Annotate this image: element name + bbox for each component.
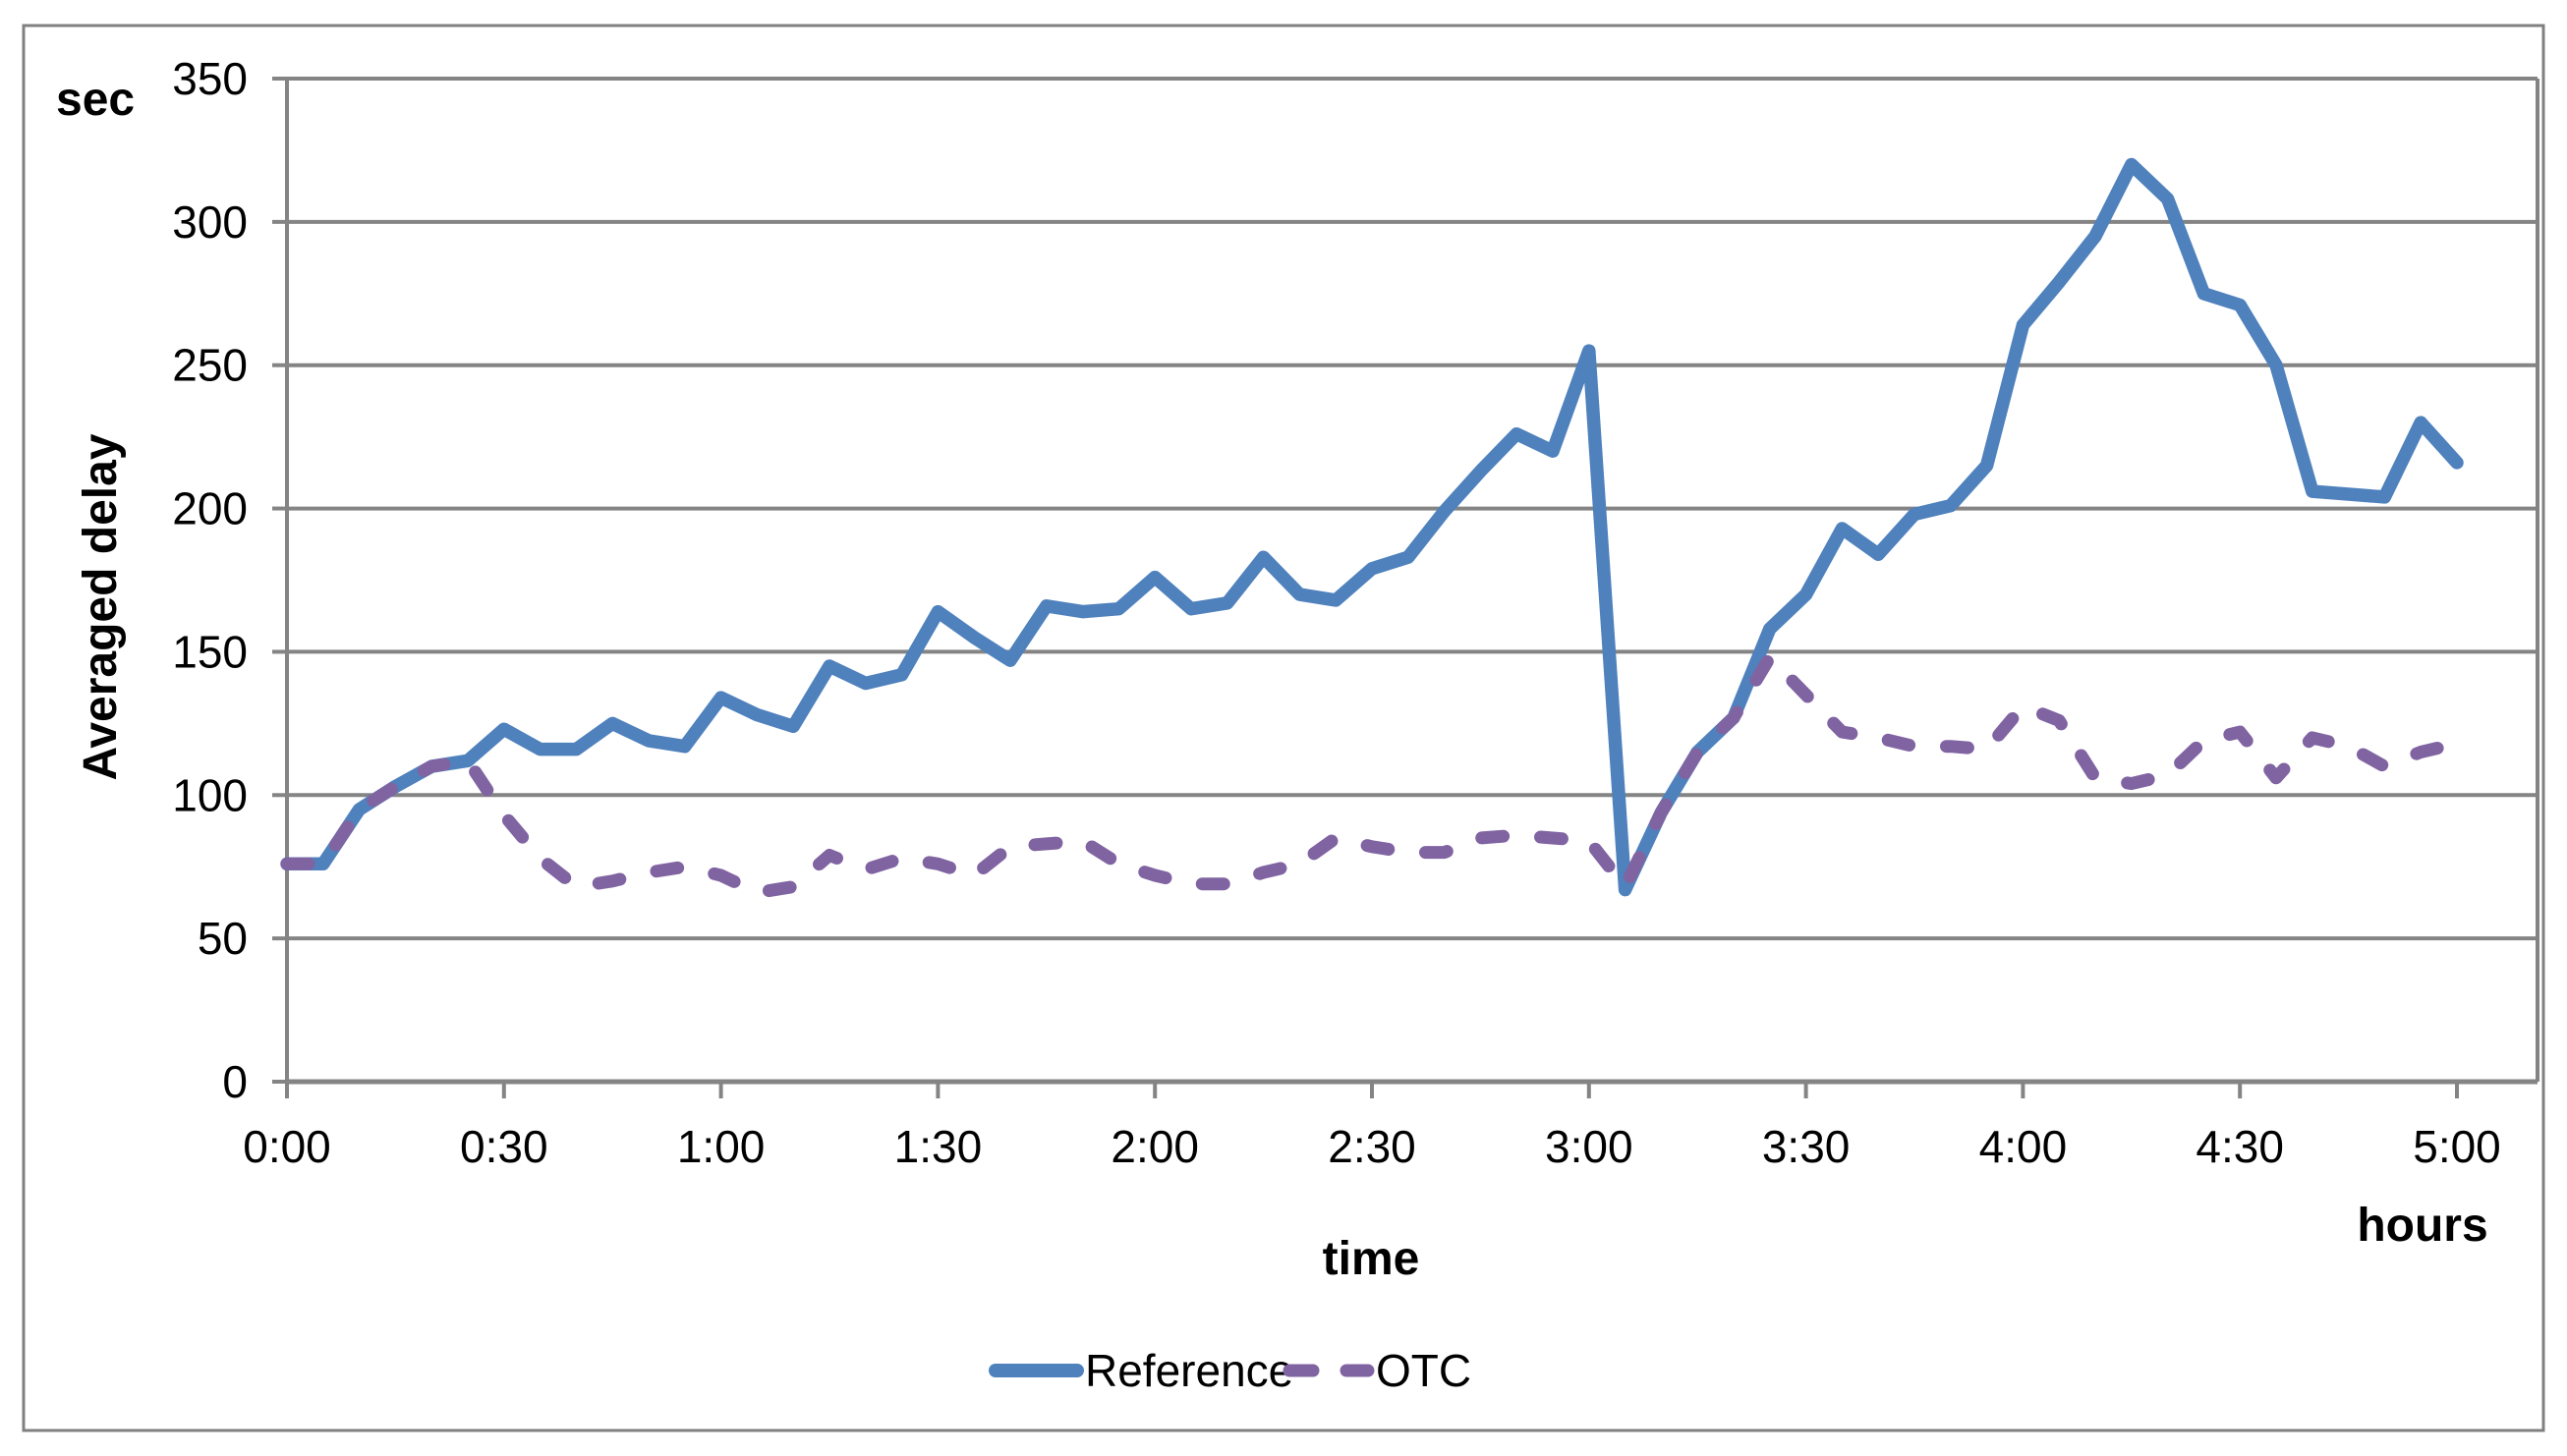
x-tick-label-3:00: 3:00 [1545,1121,1633,1172]
x-tick-label-4:30: 4:30 [2196,1121,2284,1172]
outer-border [22,24,2545,1432]
y-tick-labels: 0 50 100 150 200 250 300 350 [172,53,248,1107]
x-tick-label-3:30: 3:30 [1762,1121,1851,1172]
otc-series-line [280,650,2464,899]
x-tick-label-0:30: 0:30 [460,1121,548,1172]
x-tick-label-2:00: 2:00 [1111,1121,1199,1172]
y-axis-title: Averaged delay [75,433,127,780]
x-axis-unit-label: hours [2357,1200,2487,1252]
axes [272,77,2539,1098]
x-tick-label-4:00: 4:00 [1979,1121,2068,1172]
y-tick-label-50: 50 [198,913,248,964]
series-lines [280,157,2464,899]
x-tick-label-1:30: 1:30 [894,1121,983,1172]
y-tick-label-150: 150 [172,626,248,677]
y-tick-label-350: 350 [172,53,248,104]
y-tick-label-200: 200 [172,483,248,534]
y-tick-label-250: 250 [172,340,248,391]
x-tick-labels: 0:00 0:30 1:00 1:30 2:00 2:30 3:00 3:30 4:00 4:30… [243,1121,2501,1172]
legend-otc-label: OTC [1376,1345,1471,1396]
y-tick-label-300: 300 [172,196,248,248]
x-tick-label-1:00: 1:00 [677,1121,766,1172]
y-tick-label-100: 100 [172,769,248,820]
y-axis-unit-label: sec [56,74,135,126]
legend-reference-label: Reference [1085,1345,1293,1396]
legend: Reference OTC [989,1345,1471,1396]
x-tick-label-0:00: 0:00 [243,1121,331,1172]
gridlines [287,77,2538,1084]
y-tick-label-0: 0 [222,1056,248,1107]
reference-series-line [280,157,2464,897]
x-axis-title: time [1323,1233,1420,1285]
x-tick-label-2:30: 2:30 [1328,1121,1416,1172]
x-tick-label-5:00: 5:00 [2413,1121,2501,1172]
